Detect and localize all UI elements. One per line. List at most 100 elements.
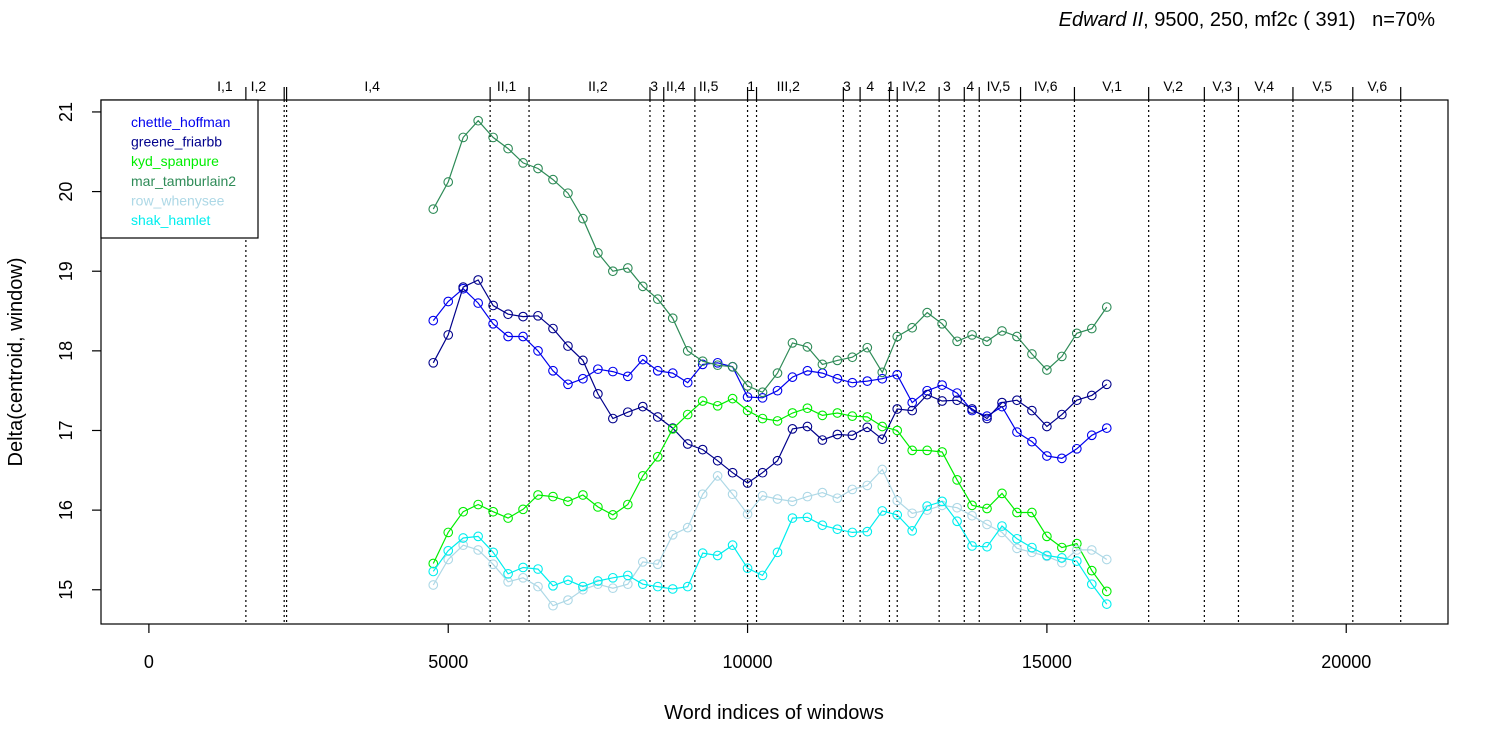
data-point xyxy=(578,584,588,595)
data-point xyxy=(518,311,528,322)
data-point xyxy=(772,494,783,504)
scene-label: V,5 xyxy=(1312,78,1332,94)
data-point xyxy=(787,372,798,382)
data-point xyxy=(922,389,933,400)
data-point xyxy=(1042,365,1052,375)
data-point xyxy=(757,570,768,581)
data-point xyxy=(802,342,813,352)
data-point xyxy=(503,513,513,523)
data-point xyxy=(682,581,693,592)
data-point xyxy=(817,520,828,531)
data-point xyxy=(907,508,918,519)
y-tick-label: 15 xyxy=(56,580,76,600)
data-point xyxy=(832,493,843,504)
data-point xyxy=(772,455,783,466)
data-point xyxy=(443,545,454,556)
data-point xyxy=(892,369,903,380)
data-point xyxy=(742,563,753,574)
x-tick-label: 15000 xyxy=(1022,652,1072,672)
data-point xyxy=(652,412,663,422)
data-point xyxy=(667,529,678,540)
data-point xyxy=(637,281,648,292)
data-point xyxy=(593,389,603,399)
data-point xyxy=(593,502,603,512)
data-point xyxy=(847,352,858,363)
data-point xyxy=(712,360,723,371)
data-point xyxy=(1101,586,1112,597)
data-point xyxy=(847,377,858,388)
data-point xyxy=(563,496,573,507)
data-point xyxy=(787,424,798,434)
scene-label: IV,6 xyxy=(1034,78,1058,94)
scene-label: 1 xyxy=(887,78,895,94)
legend-box xyxy=(100,99,259,239)
data-point xyxy=(473,499,484,510)
data-point xyxy=(967,500,977,511)
data-point xyxy=(1042,421,1052,432)
data-point xyxy=(742,381,753,391)
data-point xyxy=(1012,331,1022,342)
data-point xyxy=(802,512,813,523)
data-point xyxy=(1012,395,1022,406)
data-point xyxy=(832,524,843,535)
data-point xyxy=(877,421,888,432)
data-point xyxy=(892,404,903,414)
data-point xyxy=(1071,395,1082,406)
data-point xyxy=(473,115,484,126)
series-line-kyd_spanpure xyxy=(432,397,1108,592)
data-point xyxy=(428,580,439,590)
data-point xyxy=(712,471,723,481)
data-point xyxy=(877,373,888,384)
data-point xyxy=(503,568,513,579)
data-point xyxy=(652,559,663,570)
scene-label: 4 xyxy=(866,78,874,94)
data-point xyxy=(997,521,1007,531)
legend-entry: shak_hamlet xyxy=(131,212,210,228)
data-point xyxy=(593,364,603,375)
data-point xyxy=(712,400,723,411)
data-point xyxy=(518,572,528,583)
data-point xyxy=(1101,423,1112,433)
data-point xyxy=(787,513,798,523)
scene-label: 3 xyxy=(943,78,951,94)
data-point xyxy=(982,519,992,530)
data-point xyxy=(563,379,573,390)
data-point xyxy=(533,490,543,500)
data-point xyxy=(847,430,858,441)
data-point xyxy=(952,336,962,347)
data-point xyxy=(1101,379,1112,390)
data-point xyxy=(697,444,708,455)
data-point xyxy=(847,527,858,538)
data-point xyxy=(1057,409,1067,420)
plot-area: I,1 I,2 I,4 II,1 II,2 3 II,4 II,5 1 III,2 3 4 1 IV,2 3… xyxy=(56,78,1449,672)
data-point xyxy=(892,495,903,506)
data-point xyxy=(1086,323,1097,334)
data-point xyxy=(652,451,663,462)
data-point xyxy=(488,300,498,311)
data-point xyxy=(982,541,992,552)
data-point xyxy=(787,408,798,418)
data-point xyxy=(1027,405,1037,416)
data-point xyxy=(608,266,618,277)
data-point xyxy=(997,397,1007,408)
data-point xyxy=(637,354,648,365)
data-point xyxy=(473,298,484,308)
data-point xyxy=(548,174,558,185)
data-point xyxy=(682,409,693,420)
scene-label: II,1 xyxy=(497,78,517,94)
data-point xyxy=(533,581,543,592)
data-point xyxy=(937,380,947,390)
data-point xyxy=(712,550,723,561)
data-point xyxy=(772,416,783,426)
data-point xyxy=(593,248,603,258)
data-point xyxy=(637,401,648,412)
data-point xyxy=(997,326,1007,336)
data-point xyxy=(622,407,633,418)
legend-entry: chettle_hoffman xyxy=(131,114,230,130)
data-point xyxy=(952,388,962,398)
legend-entry: row_whenysee xyxy=(131,192,225,208)
series-line-greene_friarbb xyxy=(432,279,1108,484)
data-point xyxy=(907,322,918,333)
data-point xyxy=(622,371,633,382)
data-point xyxy=(982,503,992,514)
